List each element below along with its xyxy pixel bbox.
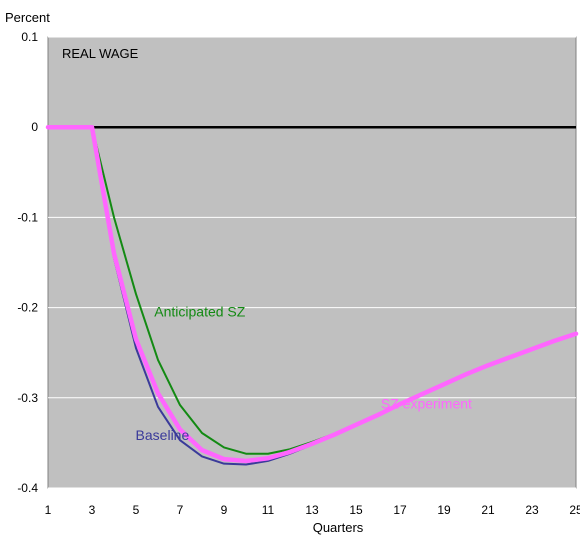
x-tick-label: 7 bbox=[177, 503, 184, 517]
x-axis-label: Quarters bbox=[313, 520, 364, 535]
chart-title: REAL WAGE bbox=[62, 46, 139, 61]
y-tick-label: -0.4 bbox=[17, 481, 38, 495]
x-tick-label: 5 bbox=[133, 503, 140, 517]
series-line-sz-experiment bbox=[45, 124, 579, 464]
y-tick-label: -0.2 bbox=[17, 301, 38, 315]
series-layer bbox=[45, 124, 579, 466]
y-axis-ticks: 0.1 0 -0.1 -0.2 -0.3 -0.4 bbox=[17, 30, 38, 495]
y-tick-label: -0.3 bbox=[17, 391, 38, 405]
y-axis-label: Percent bbox=[5, 10, 50, 25]
y-tick-label: -0.1 bbox=[17, 210, 38, 224]
x-tick-label: 1 bbox=[45, 503, 52, 517]
plot-area bbox=[47, 36, 577, 489]
y-tick-label: 0 bbox=[31, 120, 38, 134]
x-tick-label: 23 bbox=[525, 503, 539, 517]
x-tick-label: 21 bbox=[481, 503, 495, 517]
x-tick-label: 25 bbox=[569, 503, 580, 517]
gridlines bbox=[48, 36, 576, 489]
annotation-baseline: Baseline bbox=[136, 427, 190, 443]
annotation-sz-experiment: SZ experiment bbox=[381, 396, 472, 412]
x-tick-label: 3 bbox=[89, 503, 96, 517]
x-tick-label: 19 bbox=[437, 503, 451, 517]
series-annotations: Anticipated SZ SZ experiment Baseline bbox=[136, 304, 472, 444]
y-tick-label: 0.1 bbox=[21, 30, 38, 44]
x-tick-label: 13 bbox=[305, 503, 319, 517]
x-tick-label: 17 bbox=[393, 503, 407, 517]
annotation-anticipated-sz: Anticipated SZ bbox=[154, 304, 245, 320]
x-tick-label: 11 bbox=[262, 503, 275, 517]
x-axis-ticks: 1 3 5 7 9 11 13 15 17 19 21 23 25 bbox=[45, 503, 580, 517]
x-tick-label: 15 bbox=[349, 503, 363, 517]
x-tick-label: 9 bbox=[221, 503, 228, 517]
